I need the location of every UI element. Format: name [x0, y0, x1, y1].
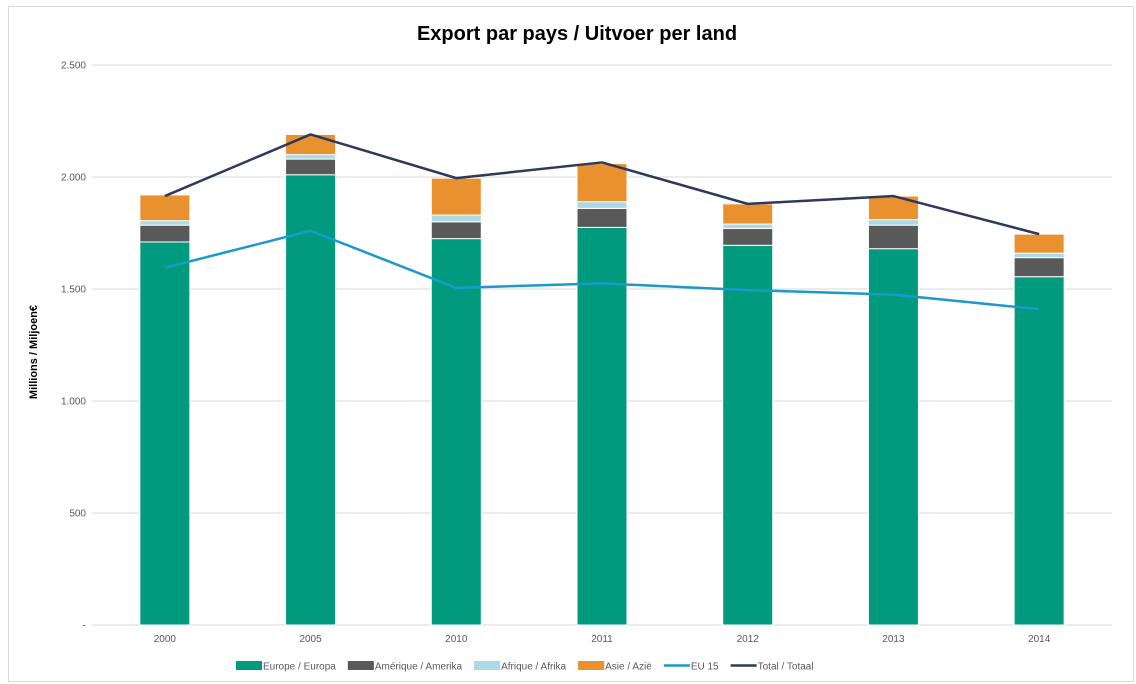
chart-title: Export par pays / Uitvoer per land — [417, 23, 737, 45]
x-tick-label: 2005 — [299, 634, 322, 645]
bar-segment — [139, 220, 191, 226]
legend-item: EU 15 — [663, 662, 719, 673]
series-line — [164, 229, 1040, 311]
bar-segment — [867, 224, 919, 250]
bar-segment — [576, 207, 628, 228]
bar-segment — [139, 224, 191, 243]
bar-segment — [139, 241, 191, 626]
y-tick-label: 1.000 — [61, 397, 86, 408]
bar-segment — [722, 223, 774, 230]
legend-item: Amérique / Amerika — [347, 661, 463, 673]
legend-swatch — [236, 661, 262, 670]
chart-svg: Export par pays / Uitvoer per land - 500 1… — [28, 23, 1112, 673]
line-layer — [164, 133, 1040, 311]
bar-segment — [1013, 276, 1065, 626]
bar-segment — [139, 194, 191, 222]
axis-layer: - 500 1.000 1.500 2.000 2.500 2000 2005 2010 2011… — [61, 61, 1051, 646]
bar-segment — [722, 244, 774, 626]
bar-segment — [285, 154, 337, 160]
bar-layer — [139, 133, 1065, 626]
series-line — [164, 133, 1040, 236]
bar-segment — [867, 248, 919, 626]
legend-item: Afrique / Afrika — [474, 661, 567, 673]
bar-segment — [1013, 233, 1065, 254]
legend-item: Asie / Azië — [578, 661, 652, 673]
bar-segment — [576, 201, 628, 209]
y-tick-label: 500 — [69, 509, 86, 520]
y-tick-label: - — [83, 621, 86, 632]
bar-segment — [285, 133, 337, 156]
x-tick-label: 2010 — [445, 634, 468, 645]
x-tick-label: 2012 — [737, 634, 760, 645]
bar-segment — [722, 203, 774, 225]
chart-frame: Export par pays / Uitvoer per land - 500 1… — [8, 6, 1134, 682]
legend: Europe / Europa Amérique / Amerika Afrique… — [236, 661, 814, 673]
bar-segment — [576, 226, 628, 626]
legend-label: Total / Totaal — [758, 662, 814, 673]
x-tick-label: 2013 — [882, 634, 905, 645]
bar-segment — [430, 214, 482, 223]
legend-label: EU 15 — [691, 662, 719, 673]
bar-segment — [430, 238, 482, 626]
y-tick-label: 2.000 — [61, 173, 86, 184]
legend-label: Asie / Azië — [605, 662, 652, 673]
x-tick-label: 2011 — [591, 634, 613, 645]
x-tick-label: 2014 — [1028, 634, 1051, 645]
legend-swatch — [578, 661, 605, 670]
bar-segment — [430, 177, 482, 216]
legend-item: Total / Totaal — [730, 662, 814, 673]
legend-label: Afrique / Afrika — [501, 662, 566, 673]
y-axis-label: Millions / Miljoen€ — [28, 305, 40, 399]
y-tick-label: 2.500 — [61, 61, 86, 72]
legend-swatch — [347, 661, 374, 670]
bar-segment — [285, 174, 337, 626]
bar-segment — [722, 228, 774, 246]
bar-segment — [1013, 252, 1065, 259]
x-tick-label: 2000 — [154, 634, 177, 645]
y-tick-label: 1.500 — [61, 285, 86, 296]
legend-label: Amérique / Amerika — [375, 662, 463, 673]
bar-segment — [1013, 257, 1065, 278]
bar-segment — [285, 158, 337, 176]
legend-label: Europe / Europa — [263, 662, 336, 673]
legend-swatch — [474, 661, 501, 670]
bar-segment — [867, 219, 919, 226]
bar-segment — [576, 163, 628, 203]
legend-item: Europe / Europa — [236, 661, 336, 673]
bar-segment — [430, 221, 482, 240]
